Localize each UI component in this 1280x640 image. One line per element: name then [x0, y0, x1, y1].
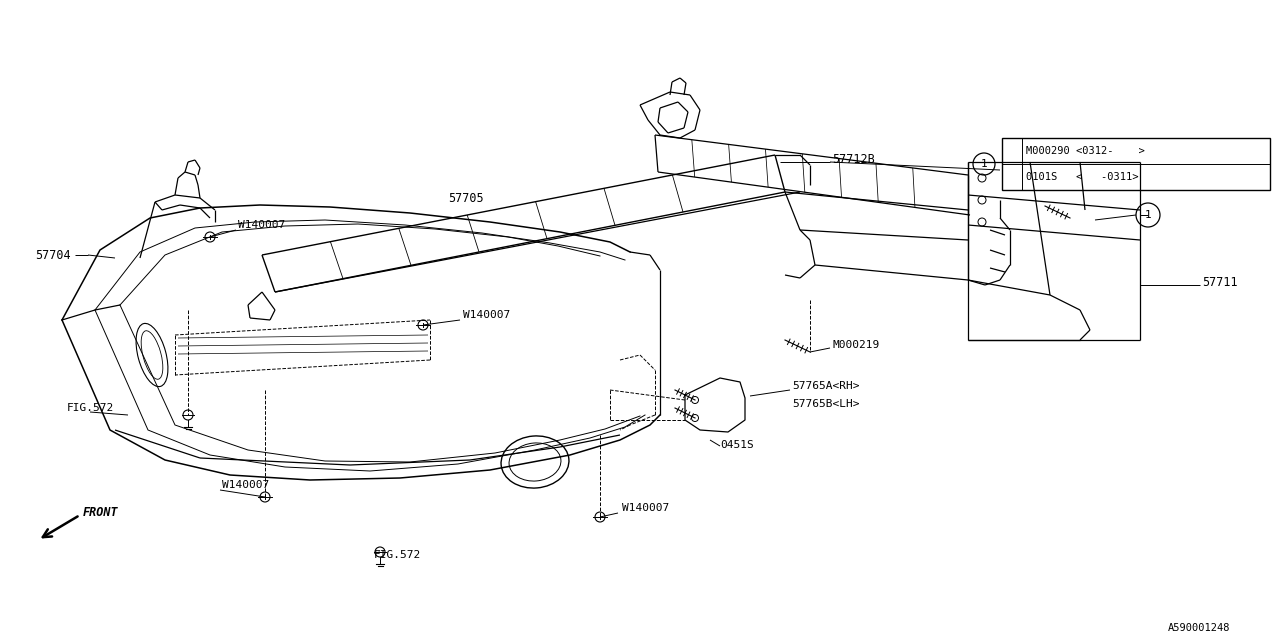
- Text: 1: 1: [1144, 210, 1152, 220]
- Text: M000219: M000219: [832, 340, 879, 350]
- Text: W140007: W140007: [238, 220, 285, 230]
- Text: 57711: 57711: [1202, 275, 1238, 289]
- Text: 57765B<LH>: 57765B<LH>: [792, 399, 859, 409]
- Text: 57705: 57705: [448, 191, 484, 205]
- Text: W140007: W140007: [622, 503, 669, 513]
- Text: FRONT: FRONT: [83, 506, 119, 520]
- Text: 57765A<RH>: 57765A<RH>: [792, 381, 859, 391]
- Text: A590001248: A590001248: [1167, 623, 1230, 633]
- Text: W140007: W140007: [221, 480, 269, 490]
- Bar: [1002, 138, 1270, 190]
- Text: 57704: 57704: [35, 248, 70, 262]
- Text: M000290 <0312-    >: M000290 <0312- >: [1027, 146, 1144, 156]
- Circle shape: [1137, 203, 1160, 227]
- Text: 0451S: 0451S: [721, 440, 754, 450]
- Text: W140007: W140007: [463, 310, 511, 320]
- Text: FIG.572: FIG.572: [374, 550, 421, 560]
- Text: 0101S   <   -0311>: 0101S < -0311>: [1027, 172, 1138, 182]
- Text: 1: 1: [980, 159, 987, 169]
- Text: 57712B: 57712B: [832, 152, 874, 166]
- Text: FIG.572: FIG.572: [67, 403, 114, 413]
